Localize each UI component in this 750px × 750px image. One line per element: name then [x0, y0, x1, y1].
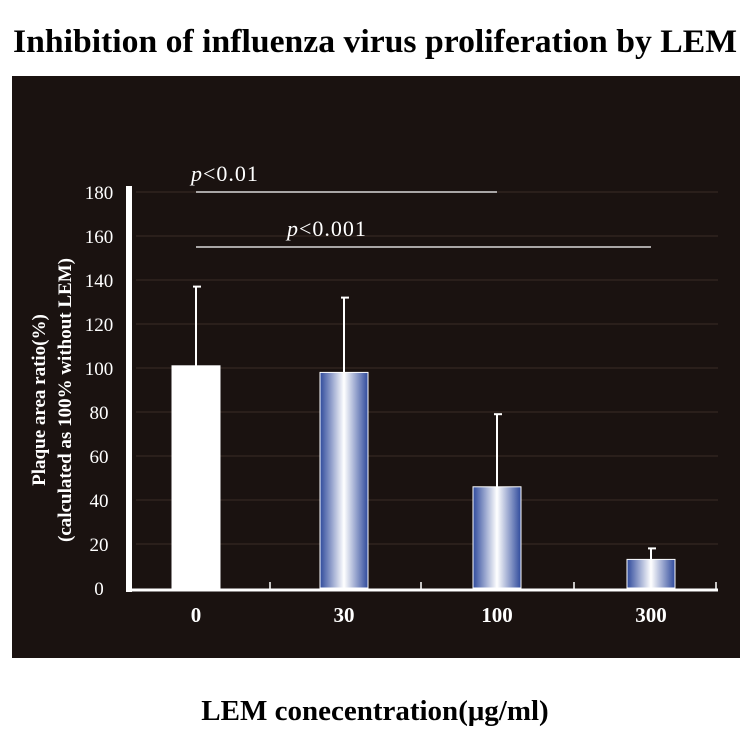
axes: 0 20 40 60 80 100 120 140 160 180 0 30 100 300	[85, 183, 718, 627]
x-tick-label: 0	[191, 603, 202, 627]
y-axis-label-line2: (calculated as 100% without LEM)	[55, 258, 76, 542]
y-tick-label: 0	[94, 579, 104, 600]
significance-label: p<0.01	[189, 161, 259, 186]
bar-0	[171, 365, 221, 589]
x-tick-label: 100	[481, 603, 513, 627]
significance-label: p<0.001	[285, 216, 367, 241]
x-tick-label: 30	[334, 603, 355, 627]
x-axis-label: LEM conecentration(μg/ml)	[201, 695, 548, 727]
y-tick-label: 60	[90, 447, 109, 468]
chart-title: Inhibition of influenza virus proliferat…	[13, 24, 737, 60]
y-tick-label: 140	[85, 271, 114, 292]
y-axis-line	[126, 186, 132, 592]
y-tick-label: 80	[90, 403, 109, 424]
y-tick-label: 20	[90, 535, 109, 556]
y-tick-label: 40	[90, 491, 109, 512]
bar-30	[319, 371, 369, 589]
bars	[171, 285, 676, 589]
y-axis-label-line1: Plaque area ratio(%)	[29, 314, 50, 486]
y-tick-label: 100	[85, 359, 114, 380]
bar-100	[472, 486, 522, 589]
bar-300	[626, 558, 676, 589]
y-tick-label: 180	[85, 183, 114, 204]
y-tick-label: 160	[85, 227, 114, 248]
y-tick-label: 120	[85, 315, 114, 336]
x-tick-label: 300	[635, 603, 667, 627]
significance-annotations: p<0.01 p<0.001	[189, 161, 651, 248]
plot-panel	[12, 76, 740, 658]
